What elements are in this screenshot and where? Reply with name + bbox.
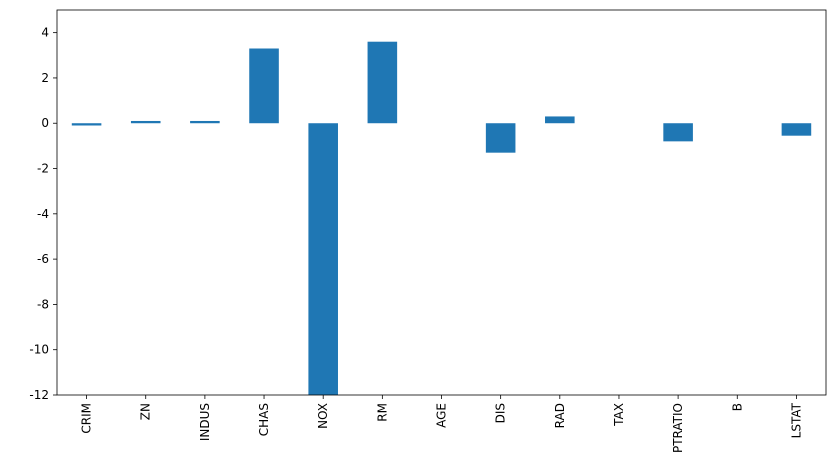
y-tick-label: -12 [29, 388, 49, 402]
x-tick-label: CHAS [257, 403, 271, 436]
x-tick-label: PTRATIO [671, 403, 685, 453]
bar [485, 123, 516, 153]
bar [130, 120, 161, 124]
y-tick-label: 2 [41, 71, 49, 85]
x-tick-label: CRIM [80, 403, 94, 434]
bar [190, 120, 220, 124]
bar [663, 123, 693, 142]
x-tick-label: DIS [494, 403, 508, 423]
y-tick-label: -6 [37, 252, 49, 266]
x-tick-label: TAX [612, 403, 626, 427]
x-tick-label: RM [375, 403, 389, 422]
x-tick-label: NOX [316, 403, 330, 429]
bar [249, 48, 279, 124]
bar [367, 41, 398, 124]
x-tick-label: ZN [139, 403, 153, 420]
y-tick-label: -4 [37, 207, 49, 221]
axes-frame [56, 9, 827, 396]
y-tick-label: 0 [41, 116, 49, 130]
y-tick-label: -2 [37, 162, 49, 176]
bar [308, 123, 338, 395]
x-tick-label: LSTAT [789, 402, 803, 438]
plot-area [71, 41, 812, 395]
y-tick-label: 4 [41, 26, 49, 40]
y-tick-label: -8 [37, 297, 49, 311]
x-tick-label: B [730, 403, 744, 411]
x-tick-label: AGE [435, 403, 449, 428]
bar [781, 123, 812, 136]
x-tick-label: RAD [553, 403, 567, 428]
bar [545, 116, 575, 124]
y-tick-label: -10 [29, 343, 49, 357]
bar [71, 123, 102, 126]
x-tick-label: INDUS [198, 403, 212, 441]
